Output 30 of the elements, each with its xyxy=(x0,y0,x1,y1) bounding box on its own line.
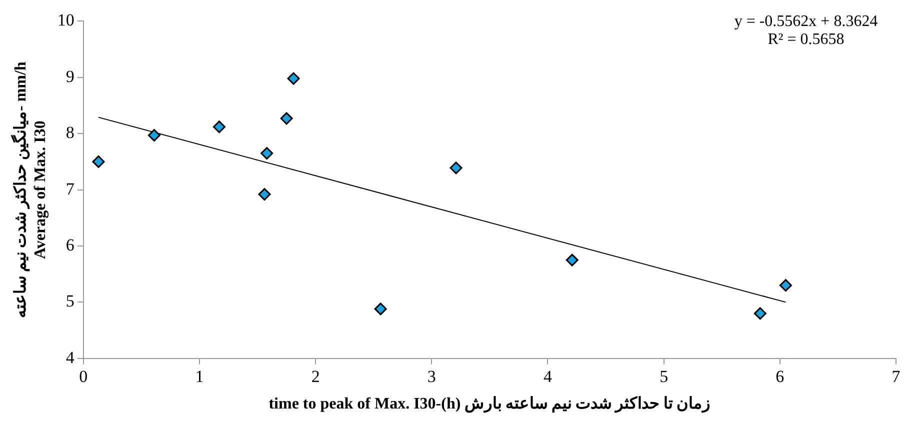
annotation: R² = 0.5658 xyxy=(768,31,844,48)
y-tick-label: 4 xyxy=(66,348,75,367)
x-tick-label: 7 xyxy=(892,367,901,386)
x-tick-label: 5 xyxy=(660,367,668,386)
point xyxy=(287,72,300,85)
point xyxy=(260,147,274,160)
y-tick-label: 10 xyxy=(57,10,74,30)
point xyxy=(374,302,387,316)
point xyxy=(258,188,271,201)
y-tick-label: 6 xyxy=(66,235,74,254)
point xyxy=(148,129,160,142)
point xyxy=(779,279,792,292)
y-tick-label: 5 xyxy=(66,292,74,311)
x-axis-title: time to peak of Max. I30-(h) زمان تا حداکثر شدت نیم ساعته بارش xyxy=(268,396,711,414)
x-tick-label: 4 xyxy=(543,367,552,386)
x-tick-label: 6 xyxy=(776,367,784,386)
x-tick-label: 3 xyxy=(427,367,436,386)
point xyxy=(280,112,293,125)
y-tick-label: 8 xyxy=(66,123,74,142)
point xyxy=(566,254,578,266)
y-tick-label: 7 xyxy=(66,179,75,198)
x-tick-label: 2 xyxy=(311,367,320,386)
point xyxy=(450,162,462,174)
x-tick-label: 0 xyxy=(79,367,88,386)
point xyxy=(754,307,766,320)
point xyxy=(92,155,105,168)
x-tick-label: 1 xyxy=(195,367,204,386)
y-tick-label: 9 xyxy=(66,66,74,86)
annotation: y = -0.5562x + 8.3624 xyxy=(734,13,878,30)
point xyxy=(212,120,226,134)
